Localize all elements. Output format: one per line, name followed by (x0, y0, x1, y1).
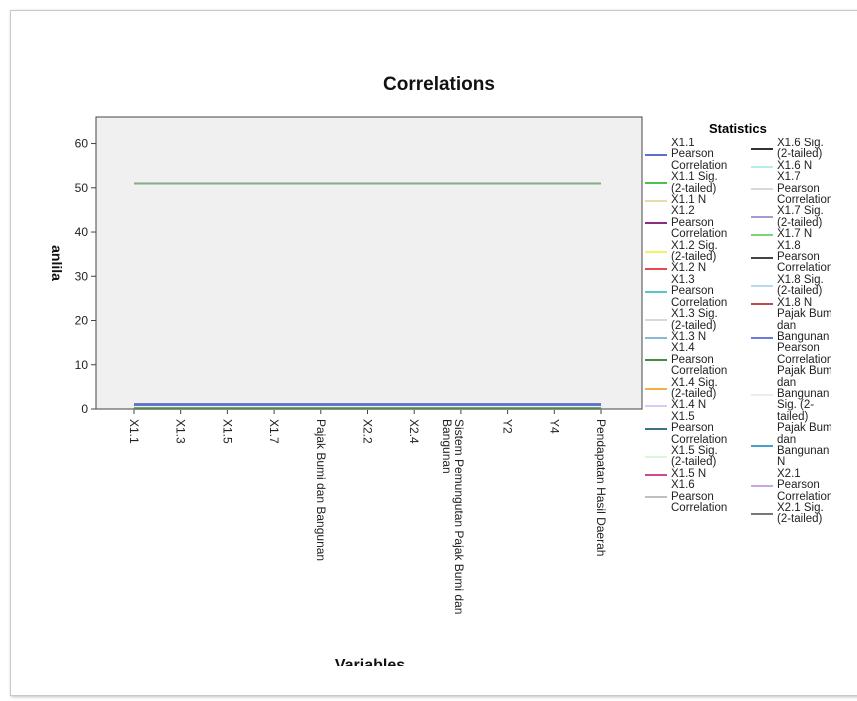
y-tick-label: 50 (75, 181, 89, 195)
x-tick-label: Sistem Pemungutan Pajak Bumi dan (452, 419, 466, 614)
y-axis-label: anlila (49, 245, 65, 281)
y-tick-label: 30 (75, 269, 89, 283)
x-tick-label: X1.7 (267, 419, 281, 444)
y-tick-label: 40 (75, 225, 89, 239)
chart-title: Correlations (383, 74, 495, 95)
y-tick-label: 20 (75, 314, 89, 328)
x-tick-label: X1.1 (127, 419, 141, 444)
x-tick-label: X1.3 (174, 419, 188, 444)
x-tick-label: X2.4 (407, 419, 421, 444)
plot-layer: Correlations 0 10 20 30 40 50 60 anlila X1.1 X1.3 X… (40, 74, 680, 692)
y-tick-label: 60 (75, 137, 89, 151)
bottom-clip (40, 666, 680, 692)
x-tick-label: Pajak Bumi dan Bangunan (314, 419, 328, 561)
x-tick-label: X1.5 (220, 419, 234, 444)
x-tick-label: Y4 (547, 419, 561, 434)
x-tick-label: X2.2 (361, 419, 375, 444)
plot-area (95, 116, 643, 410)
x-tick-label: Pendapatan Hasil Daerah (594, 419, 608, 556)
y-tick-label: 0 (81, 402, 88, 416)
x-tick-label: Y2 (501, 419, 515, 434)
x-tick-label: Bangunan (440, 419, 454, 474)
y-tick-label: 10 (75, 358, 89, 372)
